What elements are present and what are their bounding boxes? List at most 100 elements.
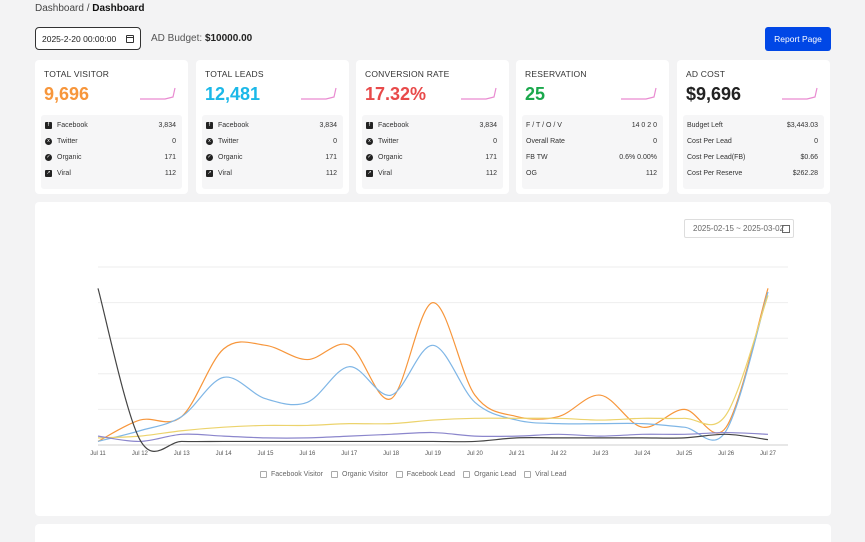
- x-tick-label: Jul 19: [425, 451, 442, 457]
- breakdown-value: 0.6% 0.00%: [619, 153, 657, 161]
- breakdown-label: OG: [526, 169, 537, 177]
- breakdown-row: x Twitter 0: [206, 135, 337, 147]
- stat-card-value: $9,696: [686, 84, 742, 104]
- date-picker[interactable]: 2025-2-20 00:00:00: [35, 27, 141, 50]
- trend-arrow-icon: ↗: [45, 169, 52, 177]
- sparkline: [301, 87, 337, 100]
- breakdown-row: f Facebook 3,834: [206, 119, 337, 131]
- legend-item[interactable]: Organic Visitor: [331, 471, 388, 478]
- x-tick-label: Jul 26: [718, 451, 735, 457]
- breakdown-value: 112: [325, 169, 337, 177]
- facebook-icon: f: [206, 121, 213, 129]
- breakdown-row: Cost Per Lead(FB) $0.66: [687, 151, 818, 163]
- x-twitter-icon: x: [366, 137, 373, 145]
- legend-label: Viral Lead: [535, 471, 567, 478]
- chart-card: Jul 11 Jul 12 Jul 13 Jul 14 Jul 15 Jul 16 Jul …: [35, 202, 831, 516]
- x-tick-label: Jul 12: [132, 451, 149, 457]
- sparkline: [461, 87, 497, 100]
- stat-card: TOTAL VISITOR 9,696 f Facebook 3,834 x Twitter…: [35, 60, 188, 194]
- calendar-icon[interactable]: [782, 225, 790, 233]
- legend-item[interactable]: Organic Lead: [463, 471, 516, 478]
- ad-budget-label: AD Budget:: [151, 33, 203, 44]
- breakdown-label: Overall Rate: [526, 137, 565, 145]
- legend-label: Organic Lead: [474, 471, 517, 478]
- stat-breakdown: f Facebook 3,834 x Twitter 0 ✓ Organic 171 ↗ Viral…: [202, 115, 343, 189]
- x-tick-label: Jul 18: [383, 451, 400, 457]
- breakdown-label: Cost Per Reserve: [687, 169, 743, 177]
- breakdown-value: 3,834: [479, 121, 497, 129]
- legend-checkbox[interactable]: [260, 471, 267, 478]
- breakdown-label: Viral: [57, 169, 71, 177]
- stat-card-title: TOTAL LEADS: [205, 69, 264, 79]
- legend-checkbox[interactable]: [395, 471, 403, 478]
- legend-item[interactable]: Viral Lead: [524, 471, 567, 478]
- breadcrumb-separator: /: [83, 3, 93, 14]
- breakdown-row: ↗ Viral 112: [366, 167, 497, 179]
- ad-budget: AD Budget: $10000.00: [151, 33, 252, 44]
- series-line-viral-lead: [97, 288, 769, 452]
- breakdown-label: Cost Per Lead: [687, 137, 732, 145]
- legend-label: Facebook Visitor: [271, 471, 324, 478]
- calendar-icon[interactable]: [126, 34, 134, 43]
- breakdown-row: OG 112: [526, 167, 657, 179]
- breakdown-row: Budget Left $3,443.03: [687, 119, 818, 131]
- stat-card-value: 17.32%: [365, 84, 427, 104]
- stat-card-value: 12,481: [205, 84, 261, 104]
- stat-breakdown: Budget Left $3,443.03 Cost Per Lead 0 Cost P…: [683, 115, 824, 189]
- sparkline: [140, 87, 176, 100]
- stat-card-value: 9,696: [44, 84, 90, 104]
- breakdown-label: Twitter: [57, 137, 78, 145]
- breakdown-value: $3,443.03: [786, 121, 818, 129]
- stat-breakdown: f Facebook 3,834 x Twitter 0 ✓ Organic 171 ↗ Viral…: [362, 115, 503, 189]
- breakdown-label: F / T / O / V: [526, 121, 562, 129]
- stat-card: AD COST $9,696 Budget Left $3,443.03 Cost Pe…: [677, 60, 830, 194]
- x-tick-label: Jul 11: [90, 451, 106, 457]
- breakdown-row: ✓ Organic 171: [366, 151, 497, 163]
- x-tick-label: Jul 20: [467, 451, 484, 457]
- stat-card-value: 25: [525, 84, 546, 104]
- stat-card: TOTAL LEADS 12,481 f Facebook 3,834 x Twitter 0…: [196, 60, 349, 194]
- breakdown-value: 171: [164, 153, 176, 161]
- report-page-button[interactable]: Report Page: [765, 27, 831, 51]
- legend-checkbox[interactable]: [331, 471, 339, 478]
- breakdown-row: Overall Rate 0: [526, 135, 657, 147]
- breakdown-row: ✓ Organic 171: [45, 151, 176, 163]
- x-tick-label: Jul 22: [551, 451, 568, 457]
- breakdown-value: 171: [325, 153, 337, 161]
- legend-checkbox[interactable]: [463, 471, 471, 478]
- breakdown-label: Facebook: [218, 121, 249, 129]
- date-range-picker[interactable]: 2025-02-15 ~ 2025-03-02: [684, 219, 794, 238]
- breakdown-label: Organic: [218, 153, 243, 161]
- breakdown-value: 112: [645, 169, 657, 177]
- stat-breakdown: f Facebook 3,834 x Twitter 0 ✓ Organic 171 ↗ Viral…: [41, 115, 182, 189]
- legend-item[interactable]: Facebook Visitor: [260, 471, 323, 478]
- breakdown-row: Cost Per Reserve $262.28: [687, 167, 818, 179]
- breakdown-label: Viral: [218, 169, 232, 177]
- legend-checkbox[interactable]: [524, 471, 532, 478]
- x-tick-label: Jul 21: [509, 451, 526, 457]
- breakdown-value: 3,834: [319, 121, 337, 129]
- x-tick-label: Jul 17: [341, 451, 358, 457]
- series-line-organic-visitor: [97, 291, 769, 443]
- breakdown-row: f Facebook 3,834: [45, 119, 176, 131]
- breakdown-row: x Twitter 0: [366, 135, 497, 147]
- stat-card-title: CONVERSION RATE: [365, 69, 450, 79]
- stat-card: CONVERSION RATE 17.32% f Facebook 3,834 x Twit…: [356, 60, 509, 194]
- x-tick-label: Jul 24: [634, 451, 651, 457]
- sparkline: [782, 87, 818, 100]
- breakdown-label: Facebook: [378, 121, 409, 129]
- breadcrumb-current: Dashboard: [92, 3, 145, 14]
- legend-label: Organic Visitor: [342, 471, 388, 478]
- trend-arrow-icon: ↗: [366, 169, 373, 177]
- breakdown-row: ↗ Viral 112: [206, 167, 337, 179]
- breakdown-value: $262.28: [792, 169, 818, 177]
- breakdown-row: FB TW 0.6% 0.00%: [526, 151, 657, 163]
- breakdown-row: x Twitter 0: [45, 135, 176, 147]
- date-picker-value: 2025-2-20 00:00:00: [42, 33, 117, 44]
- x-twitter-icon: x: [45, 137, 52, 145]
- breakdown-label: Facebook: [57, 121, 88, 129]
- legend-item[interactable]: Facebook Lead: [395, 471, 455, 478]
- date-range-value: 2025-02-15 ~ 2025-03-02: [693, 224, 784, 233]
- breadcrumb-parent[interactable]: Dashboard: [35, 3, 84, 14]
- ad-budget-value: $10000.00: [204, 33, 253, 44]
